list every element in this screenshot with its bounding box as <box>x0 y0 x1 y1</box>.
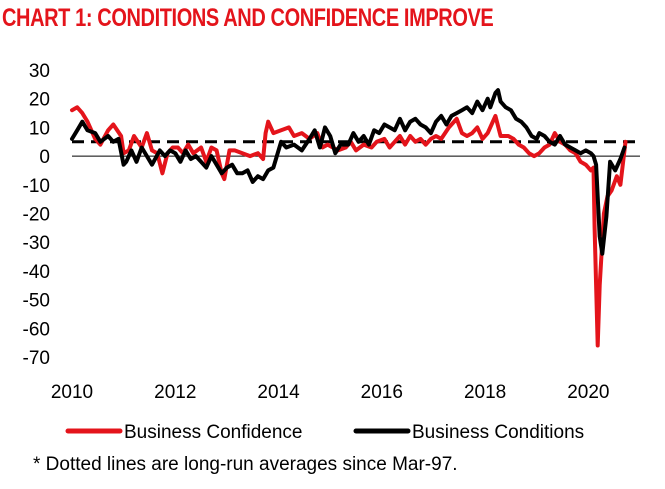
y-tick-label: -30 <box>23 233 50 254</box>
chart-title: CHART 1: CONDITIONS AND CONFIDENCE IMPRO… <box>2 4 494 32</box>
y-tick-label: -60 <box>23 319 50 340</box>
x-tick-label: 2016 <box>361 382 403 403</box>
footnote: * Dotted lines are long-run averages sin… <box>33 454 458 475</box>
y-tick-label: -50 <box>23 291 50 312</box>
series-line-business-conditions <box>70 88 627 256</box>
y-tick-label: -20 <box>23 205 50 226</box>
x-tick-label: 2020 <box>567 382 609 403</box>
y-tick-label: 0 <box>39 147 50 168</box>
x-tick-label: 2012 <box>154 382 196 403</box>
y-tick-label: 30 <box>29 61 50 82</box>
y-tick-label: -10 <box>23 176 50 197</box>
legend-label-business-conditions: Business Conditions <box>412 422 584 443</box>
legend-label-business-confidence: Business Confidence <box>124 422 303 443</box>
legend: Business Confidence Business Conditions <box>65 422 584 443</box>
y-tick-label: -70 <box>23 348 50 369</box>
series-lines <box>70 88 628 348</box>
x-tick-label: 2010 <box>51 382 93 403</box>
x-tick-label: 2014 <box>257 382 300 403</box>
y-tick-label: 10 <box>29 118 50 139</box>
x-axis-ticks: 2010 2012 2014 2016 2018 2020 <box>51 382 610 403</box>
y-tick-label: 20 <box>29 90 50 111</box>
y-axis-ticks: 30 20 10 0 -10 -20 -30 -40 -50 -60 -70 <box>23 61 50 369</box>
y-tick-label: -40 <box>23 262 50 283</box>
x-tick-label: 2018 <box>464 382 506 403</box>
